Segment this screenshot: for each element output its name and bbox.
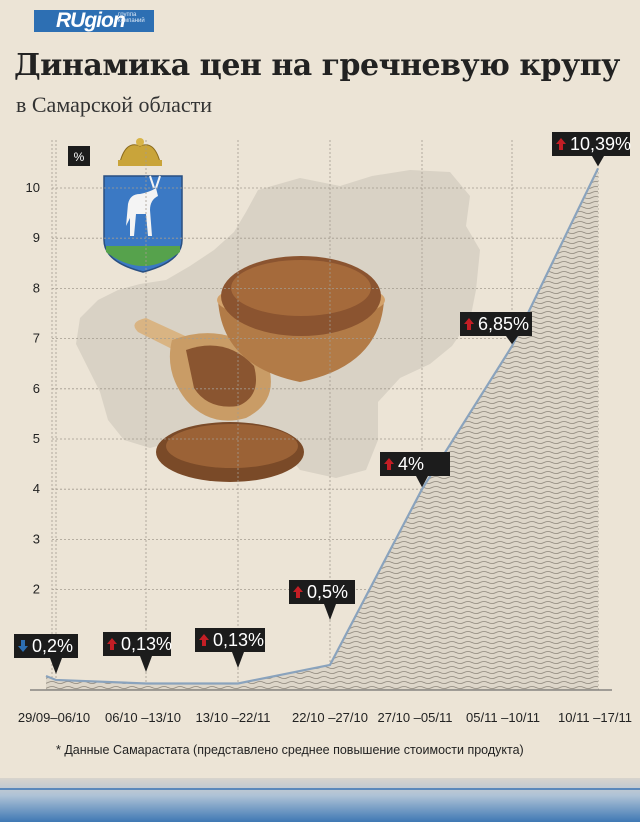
arrow-down-icon (18, 640, 28, 652)
label-pointer (324, 604, 336, 620)
data-label: 10,39% (552, 132, 631, 167)
y-tick-label: 2 (33, 582, 40, 597)
x-tick-label: 22/10 –27/10 (292, 710, 368, 725)
buckwheat-illustration (134, 256, 385, 482)
series-line (45, 167, 599, 685)
x-tick-label: 05/11 –10/11 (466, 710, 540, 725)
arrow-up-icon (384, 458, 394, 470)
y-tick-label: 5 (33, 431, 40, 446)
label-pointer (140, 656, 152, 672)
y-tick-label: 9 (33, 230, 40, 245)
arrow-up-icon (107, 638, 117, 650)
data-label: 0,5% (289, 580, 355, 620)
label-pointer (506, 336, 518, 345)
data-label-text: 4% (398, 454, 424, 474)
arrow-up-icon (293, 586, 303, 598)
y-unit-label: % (68, 146, 90, 166)
brand-tagline: группа компаний (118, 12, 145, 24)
coat-of-arms-icon (103, 138, 183, 273)
area-fill (46, 168, 598, 690)
svg-text:%: % (74, 150, 85, 164)
arrow-up-icon (464, 318, 474, 330)
x-tick-label: 29/09–06/10 (18, 710, 90, 725)
x-tick-label: 06/10 –13/10 (105, 710, 181, 725)
label-pointer (232, 652, 244, 668)
x-tick-label: 13/10 –22/11 (196, 710, 271, 725)
data-label-text: 0,13% (121, 634, 172, 654)
data-label: 0,13% (103, 632, 172, 672)
footnote: * Данные Самарастата (представлено средн… (56, 743, 524, 757)
data-label-text: 0,2% (32, 636, 73, 656)
y-tick-label: 8 (33, 280, 40, 295)
y-tick-label: 6 (33, 381, 40, 396)
y-tick-label: 10 (26, 180, 40, 195)
page-subtitle: в Самарской области (16, 92, 213, 117)
data-labels: 0,2% 0,13% 0,13% 0,5% 4% 6,85% 10,39% (14, 132, 631, 674)
data-label: 0,2% (14, 634, 78, 674)
arrow-up-icon (556, 138, 566, 150)
y-axis: 2 3 4 5 6 7 8 9 10% (26, 146, 90, 597)
data-label-text: 0,13% (213, 630, 264, 650)
brand-logo: RUgion группа компаний (34, 9, 154, 32)
x-axis: 29/09–06/10 06/10 –13/10 13/10 –22/11 22/10… (18, 710, 632, 725)
label-pointer (416, 476, 428, 488)
bottom-band (0, 778, 640, 822)
label-pointer (592, 156, 604, 167)
arrow-up-icon (199, 634, 209, 646)
y-tick-label: 4 (33, 481, 40, 496)
data-label-text: 0,5% (307, 582, 348, 602)
brand-name: RUgion (56, 9, 126, 32)
data-label: 4% (380, 452, 450, 488)
data-label: 6,85% (460, 312, 532, 345)
y-tick-label: 3 (33, 531, 40, 546)
page-title: Динамика цен на гречневую крупу (14, 48, 620, 83)
chart-area (30, 167, 612, 691)
label-pointer (50, 658, 62, 674)
data-label-text: 6,85% (478, 314, 529, 334)
data-label-text: 10,39% (570, 134, 631, 154)
data-label: 0,13% (195, 628, 265, 668)
x-tick-label: 10/11 –17/11 (558, 710, 632, 725)
y-tick-label: 7 (33, 331, 40, 346)
x-tick-label: 27/10 –05/11 (378, 710, 453, 725)
